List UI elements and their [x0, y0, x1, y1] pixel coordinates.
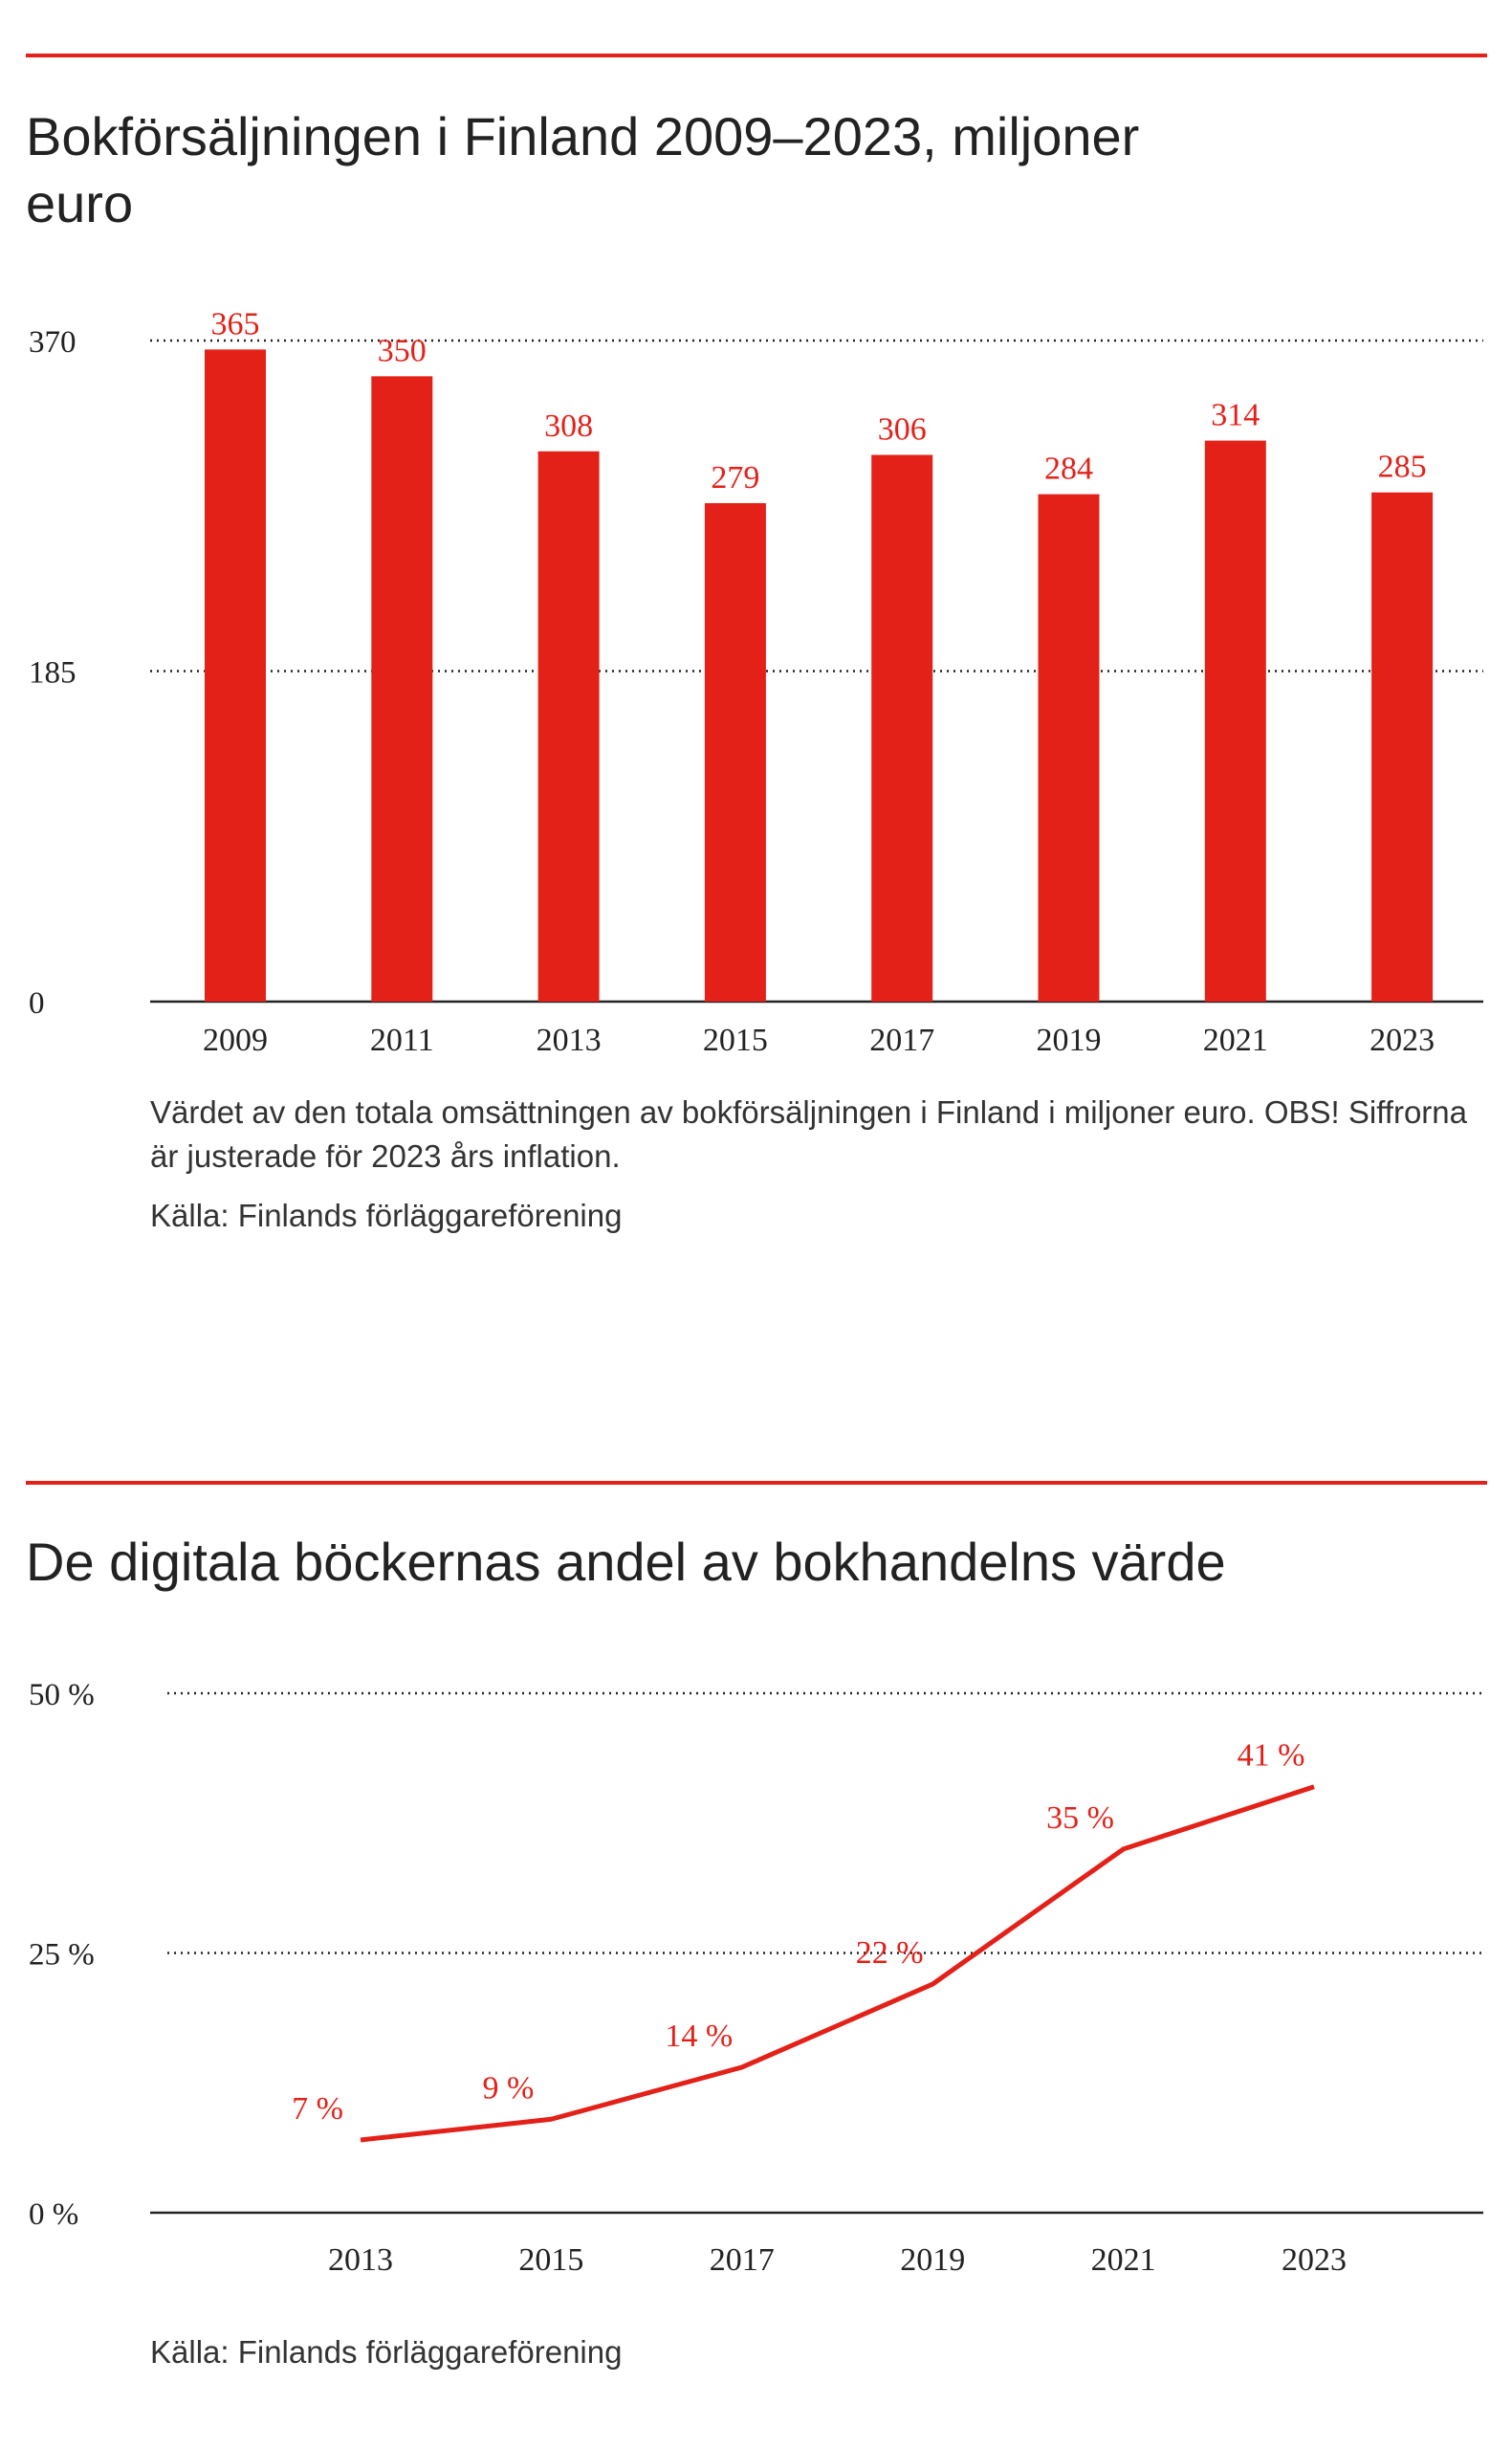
bar-chart: 0 185 370 365 2009 350 2011 308 2013 279 2015 306 20… — [29, 306, 1483, 1058]
bar-value-label: 285 — [1378, 450, 1427, 485]
point-value-label: 14 % — [665, 2019, 733, 2054]
bar-value-label: 365 — [211, 306, 260, 342]
bar — [1371, 492, 1434, 1002]
x-tick-label: 2015 — [518, 2242, 583, 2278]
x-tick-label: 2013 — [537, 1023, 602, 1058]
x-tick-label: 2021 — [1091, 2242, 1156, 2278]
x-tick-label: 2023 — [1282, 2242, 1347, 2278]
y-tick-label: 25 % — [29, 1938, 95, 1973]
x-tick-label: 2017 — [869, 1023, 934, 1058]
bar — [871, 454, 933, 1003]
chart1-note: Värdet av den totala omsättningen av bok… — [150, 1094, 1467, 1174]
x-tick-label: 2015 — [703, 1023, 768, 1058]
chart1-source: Källa: Finlands förläggareförening — [150, 1198, 623, 1233]
bar-value-label: 279 — [711, 460, 759, 496]
y-tick-label: 370 — [29, 325, 77, 360]
bar-value-label: 350 — [378, 333, 427, 368]
chart1-title: Bokförsäljningen i Finland 2009–2023, mi… — [26, 106, 1140, 233]
point-value-label: 22 % — [856, 1935, 924, 1971]
point-value-label: 9 % — [482, 2070, 534, 2106]
line-chart: 0 % 25 % 50 % 2013 7 % 2015 9 % 2017 14 % 2019 22 … — [29, 1678, 1483, 2278]
chart1-top-rule — [26, 54, 1487, 57]
bar — [704, 502, 766, 1002]
y-tick-label: 0 — [29, 986, 45, 1021]
bar — [537, 451, 600, 1002]
series-line — [360, 1784, 1315, 2143]
x-tick-label: 2021 — [1203, 1023, 1268, 1058]
chart2-source: Källa: Finlands förläggareförening — [150, 2334, 623, 2370]
bar-value-label: 308 — [544, 408, 593, 444]
bar — [1204, 440, 1266, 1002]
y-tick-label: 50 % — [29, 1678, 95, 1712]
bar-value-label: 314 — [1211, 398, 1260, 433]
point-value-label: 41 % — [1238, 1738, 1305, 1774]
chart2-title: De digitala böckernas andel av bokhandel… — [26, 1532, 1226, 1592]
point-value-label: 7 % — [292, 2091, 343, 2127]
bar — [1038, 494, 1100, 1002]
bar — [371, 376, 433, 1003]
x-tick-label: 2019 — [900, 2242, 965, 2278]
bar-value-label: 306 — [878, 412, 927, 448]
y-tick-label: 0 % — [29, 2197, 78, 2232]
x-tick-label: 2011 — [370, 1023, 434, 1058]
point-value-label: 35 % — [1046, 1800, 1114, 1836]
chart2-top-rule — [26, 1481, 1487, 1485]
y-tick-label: 185 — [29, 656, 77, 691]
x-tick-label: 2017 — [710, 2242, 775, 2278]
bar — [205, 349, 266, 1002]
x-tick-label: 2013 — [328, 2242, 393, 2278]
x-tick-label: 2023 — [1370, 1023, 1435, 1058]
x-tick-label: 2019 — [1037, 1023, 1102, 1058]
x-tick-label: 2009 — [203, 1023, 268, 1058]
bar-value-label: 284 — [1044, 452, 1093, 487]
